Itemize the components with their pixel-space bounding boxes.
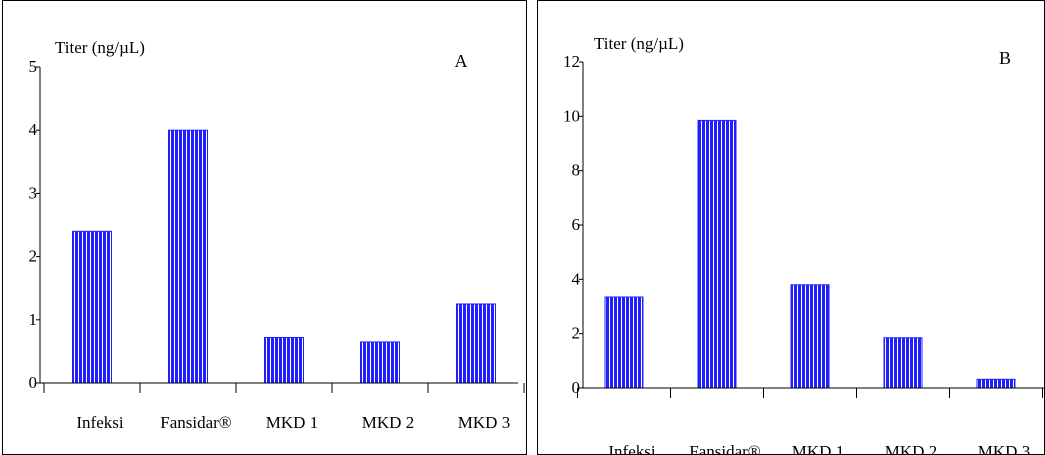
- x-tick-label: MKD 3: [978, 442, 1030, 454]
- x-tick-label: Infeksi: [608, 442, 655, 454]
- x-tick-label: Infeksi: [76, 413, 123, 432]
- x-tick-label: MKD 1: [792, 442, 844, 454]
- x-tick-label: MKD 2: [885, 442, 937, 454]
- y-tick-label: 0: [572, 378, 581, 397]
- x-tick-label: MKD 3: [458, 413, 510, 432]
- y-axis-label: Titer (ng/µL): [55, 38, 145, 57]
- bar: [697, 119, 737, 389]
- panel-label: B: [999, 48, 1011, 68]
- y-tick-label: 8: [572, 161, 581, 180]
- x-tick-label: MKD 1: [266, 413, 318, 432]
- bar: [456, 303, 496, 384]
- y-tick-label: 5: [29, 57, 38, 76]
- bar: [264, 336, 304, 384]
- y-tick-label: 1: [29, 310, 38, 329]
- chart-a-svg: 0 1 2 3 4 5 Infeksi Fansidar® MKD 1 MKD 2 MKD 3 Tit…: [29, 38, 525, 432]
- x-tick-label: MKD 2: [362, 413, 414, 432]
- x-tick-label: Fansidar®: [160, 413, 232, 432]
- y-tick-label: 4: [572, 269, 581, 288]
- chart-b-svg: 0 2 4 6 8 10 12 Infeksi Fansidar® MKD 1 MKD 2 MKD 3…: [563, 34, 1044, 454]
- bar: [976, 378, 1016, 389]
- y-tick-label: 4: [29, 120, 38, 139]
- chart-panel-b: 0 2 4 6 8 10 12 Infeksi Fansidar® MKD 1 MKD 2 MKD 3…: [537, 0, 1045, 455]
- panel-label: A: [455, 51, 468, 71]
- bar: [72, 230, 112, 384]
- chart-panel-a: 0 1 2 3 4 5 Infeksi Fansidar® MKD 1 MKD 2 MKD 3 Tit…: [2, 0, 527, 455]
- bar: [168, 129, 208, 384]
- bar: [360, 341, 400, 384]
- y-tick-label: 3: [29, 183, 38, 202]
- y-axis-label: Titer (ng/µL): [594, 34, 684, 53]
- y-tick-label: 6: [572, 215, 581, 234]
- bar: [883, 337, 923, 389]
- y-tick-label: 10: [563, 106, 580, 125]
- y-tick-label: 0: [29, 373, 38, 392]
- y-tick-label: 2: [572, 324, 581, 343]
- x-tick-label: Fansidar®: [689, 442, 761, 454]
- y-tick-label: 2: [29, 247, 38, 266]
- bar: [790, 284, 830, 389]
- y-tick-label: 12: [563, 52, 580, 71]
- bar: [604, 296, 644, 389]
